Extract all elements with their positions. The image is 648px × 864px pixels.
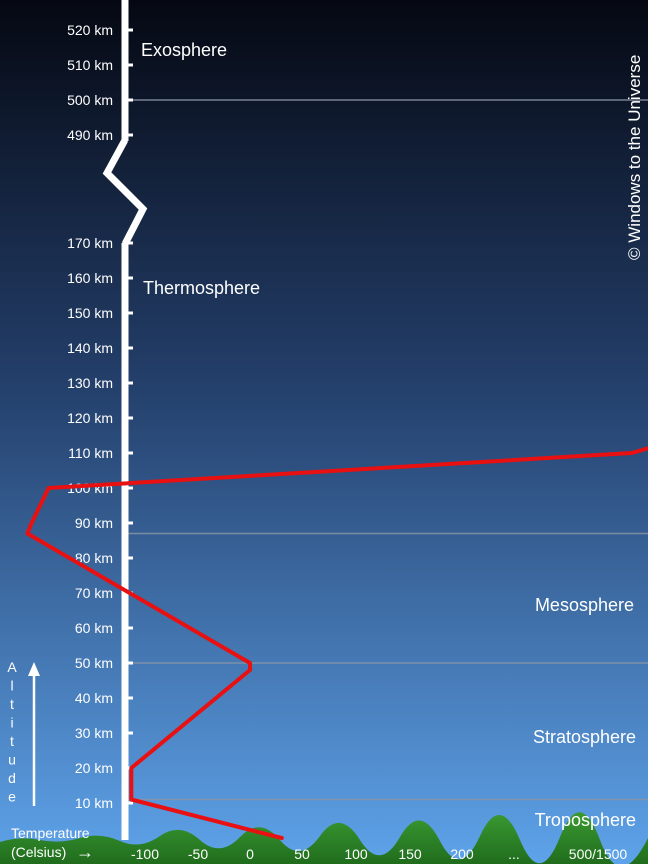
altitude-letter: t (10, 733, 14, 749)
y-tick-label: 130 km (67, 375, 113, 391)
y-tick-label: 10 km (75, 795, 113, 811)
y-tick-label: 510 km (67, 57, 113, 73)
altitude-letter: t (10, 696, 14, 712)
x-tick-label: 200 (450, 846, 474, 862)
y-tick-label: 500 km (67, 92, 113, 108)
x-tick-label: -100 (131, 846, 159, 862)
y-tick-label: 80 km (75, 550, 113, 566)
altitude-letter: u (8, 752, 16, 768)
copyright-text: © Windows to the Universe (625, 55, 644, 260)
y-tick-label: 30 km (75, 725, 113, 741)
layer-label: Mesosphere (535, 595, 634, 615)
temperature-axis-label: Temperature (11, 825, 90, 841)
layer-boundaries (125, 99, 648, 801)
axis-break-zigzag (102, 138, 148, 246)
ground-grass (0, 812, 648, 864)
x-tick-label: 0 (246, 846, 254, 862)
y-tick-label: 50 km (75, 655, 113, 671)
layer-label: Stratosphere (533, 727, 636, 747)
y-tick-label: 490 km (67, 127, 113, 143)
layer-label: Troposphere (535, 810, 636, 830)
altitude-letter: A (7, 659, 17, 675)
y-tick-label: 140 km (67, 340, 113, 356)
y-tick-label: 520 km (67, 22, 113, 38)
y-tick-label: 20 km (75, 760, 113, 776)
altitude-letter: l (10, 678, 13, 694)
temperature-arrow-icon: → (76, 842, 94, 862)
temperature-curve (25, 446, 648, 840)
x-tick-label: 500/1500 (569, 846, 628, 862)
y-tick-label: 70 km (75, 585, 113, 601)
temperature-tick-labels: -100 -50 0 50 100 150 200... 500/1500 (131, 846, 627, 862)
x-tick-label: ... (508, 846, 520, 862)
y-tick-label: 90 km (75, 515, 113, 531)
y-tick-label: 150 km (67, 305, 113, 321)
layer-label: Thermosphere (143, 278, 260, 298)
x-tick-label: 50 (294, 846, 310, 862)
altitude-letter: i (10, 715, 13, 731)
x-tick-label: 100 (344, 846, 368, 862)
y-tick-label: 120 km (67, 410, 113, 426)
altitude-letter: e (8, 789, 16, 805)
celsius-label: (Celsius) (11, 844, 66, 860)
altitude-ticks: 10 km 20 km 30 km 40 km 50 km 60 km 70 km 80 km… (67, 22, 133, 811)
y-tick-label: 170 km (67, 235, 113, 251)
y-tick-label: 60 km (75, 620, 113, 636)
altitude-axis (102, 0, 148, 840)
x-tick-label: 150 (398, 846, 422, 862)
layer-labels: Troposphere Stratosphere Mesosphere Thermos… (141, 40, 636, 830)
y-tick-label: 160 km (67, 270, 113, 286)
layer-label: Exosphere (141, 40, 227, 60)
x-tick-label: -50 (188, 846, 208, 862)
altitude-arrow-icon (28, 662, 40, 676)
altitude-letter: d (8, 770, 16, 786)
y-tick-label: 40 km (75, 690, 113, 706)
y-tick-label: 110 km (68, 445, 113, 461)
